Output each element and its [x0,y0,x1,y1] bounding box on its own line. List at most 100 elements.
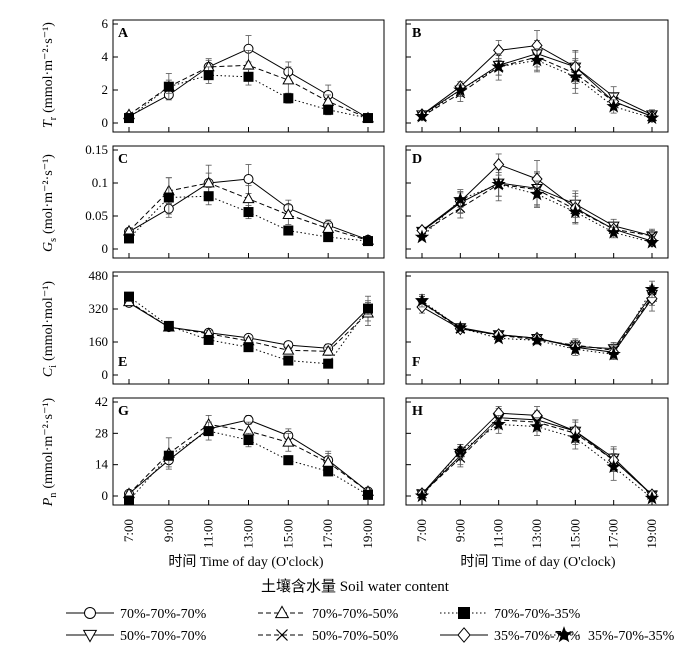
y-tick-label: 0 [102,241,109,256]
data-point [242,58,255,70]
data-point [414,229,430,244]
legend-label: 50%-70%-70% [120,629,207,644]
data-point [243,207,254,218]
y-tick-label: 42 [95,394,108,409]
y-axis-label: Gs(mol·m⁻²·s⁻¹) [41,154,59,252]
legend-marker [82,629,98,643]
series-70%-70%-35% [124,177,373,247]
panel-H: H 7:00 9:00 11:00 13:00 15:00 17:00 19:00 [405,397,669,549]
data-point [163,192,174,203]
y-tick-label: 0 [102,115,109,130]
legend-label: 70%-70%-50% [312,607,399,622]
data-point [644,281,660,296]
data-point [363,236,373,247]
data-point [322,344,335,356]
data-point [568,430,583,444]
data-point [363,303,373,314]
x-tick-label: 15:00 [567,519,582,549]
legend-label: 35%-70%-35% [588,629,675,644]
panel-label: A [118,26,129,41]
data-point [493,157,505,172]
data-point [529,52,545,67]
data-point [606,98,621,113]
data-point [414,488,430,503]
data-point [606,224,621,239]
data-point [363,113,373,124]
data-point [163,81,174,92]
panel-label: G [118,404,129,419]
y-tick-label: 480 [89,268,109,283]
legend-marker [457,627,471,643]
panel-C: 0 0.05 0.1 0.15 C [85,142,385,259]
legend-marker [276,629,288,641]
legend-entry: 35%-70%-35% [546,626,675,644]
series-35%-70%-35% [414,280,660,361]
data-point [644,110,660,125]
x-tick-label: 19:00 [644,519,659,549]
panel-label: E [118,355,127,370]
y-tick-label: 14 [95,457,109,472]
panel-label: F [412,355,421,370]
series-35%-70%-35% [414,415,660,505]
series-35%-70%-35% [414,48,660,125]
data-point [529,186,545,201]
data-point [323,232,334,243]
panel-label: C [118,152,128,167]
panel-G: 0 14 28 42 G 7:00 9:00 11:00 13:00 15:00 17:00 19:0… [95,394,385,549]
data-point [282,343,295,355]
y-tick-label: 320 [89,301,109,316]
x-tick-label: 17:00 [320,519,335,549]
panel-label: D [412,152,422,167]
data-point [124,291,134,302]
y-axis-label: Ci(mmol·mol⁻¹) [41,281,59,377]
legend-marker [84,607,96,619]
panel-frame [112,271,385,385]
panel-label: B [412,26,421,41]
x-tick-label: 13:00 [529,519,544,549]
x-axis-title-right: 时间 Time of day (O'clock) [460,554,616,570]
data-point [491,59,506,74]
legend-entry: 70%-70%-35% [440,607,581,622]
x-tick-label: 15:00 [280,519,295,549]
y-tick-label: 4 [102,49,109,64]
legend-marker [458,607,470,619]
data-point [568,341,583,356]
data-point [414,293,430,307]
data-point [529,419,545,433]
data-point [644,490,660,505]
legend-label: 35%-70%-70% [494,629,581,644]
series-35%-70%-70% [416,30,658,124]
panel-B: B [405,19,669,133]
legend-entry: 50%-70%-70% [66,629,207,644]
x-tick-label: 19:00 [360,519,375,549]
panel-label: H [412,404,423,419]
data-point [243,71,254,82]
x-axis-title-left: 时间 Time of day (O'clock) [168,554,324,570]
x-tick-label: 9:00 [452,519,467,542]
data-point [203,334,214,345]
data-point [124,233,134,244]
legend-label: 70%-70%-35% [494,607,581,622]
data-point [568,69,583,83]
data-point [203,426,214,437]
data-point [283,355,294,366]
panel-frame [112,397,385,506]
data-point [568,204,583,219]
data-point [124,113,134,124]
series-70%-70%-50% [122,415,375,499]
data-point [243,174,254,185]
data-point [163,450,174,461]
series-70%-70%-35% [124,66,373,124]
data-point [491,330,506,345]
legend-entry: 70%-70%-70% [66,607,207,622]
legend-entry: 70%-70%-50% [258,605,399,622]
panel-F: F [405,271,669,385]
data-point [491,176,506,191]
data-point [453,320,468,335]
x-tick-label: 11:00 [491,519,506,548]
legend-label: 70%-70%-70% [120,607,207,622]
x-tick-label: 7:00 [414,519,429,542]
data-point [202,176,215,188]
data-point [453,443,468,458]
